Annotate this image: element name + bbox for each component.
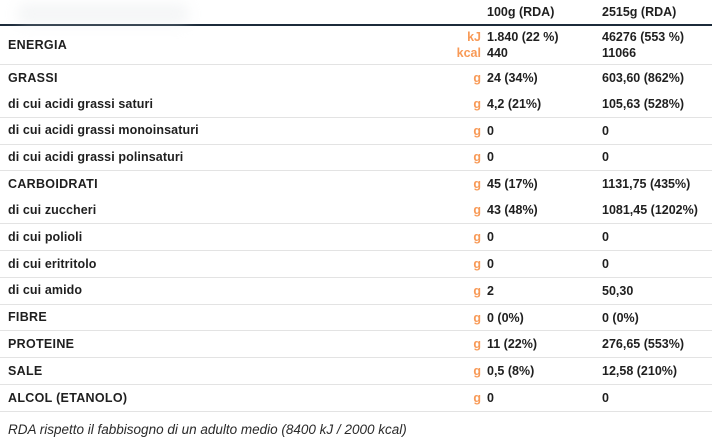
row-unit: kJ kcal [456, 30, 481, 60]
table-row: di cui acidi grassi saturi g 4,2 (21%) 1… [0, 91, 712, 118]
row-label: di cui acidi grassi polinsaturi [8, 150, 184, 165]
row-value-100g: 1.840 (22 %) 440 [487, 30, 559, 60]
row-label: ALCOL (ETANOLO) [8, 390, 128, 405]
table-row: ALCOL (ETANOLO) g 0 0 [0, 385, 712, 412]
table-row: ENERGIA kJ kcal 1.840 (22 %) 440 46276 (55… [0, 26, 712, 65]
row-value-100g: 24 (34%) [487, 70, 538, 85]
row-value-2515g: 0 [602, 229, 609, 244]
row-label: di cui zuccheri [8, 202, 97, 217]
table-row: di cui polioli g 0 0 [0, 224, 712, 251]
table-row: GRASSI g 24 (34%) 603,60 (862%) [0, 65, 712, 91]
table-row: di cui eritritolo g 0 0 [0, 251, 712, 278]
row-unit: g [473, 310, 481, 325]
row-value-100g: 0 [487, 229, 494, 244]
row-unit: g [473, 70, 481, 85]
row-unit: g [473, 283, 481, 298]
row-label: SALE [8, 364, 43, 379]
row-value-100g: 2 [487, 283, 494, 298]
table-row: di cui amido g 2 50,30 [0, 278, 712, 305]
row-label: di cui acidi grassi saturi [8, 96, 154, 111]
row-unit: g [473, 364, 481, 379]
row-value-2515g: 0 [602, 123, 609, 138]
row-value-100g: 0 [487, 123, 494, 138]
table-row: di cui acidi grassi polinsaturi g 0 0 [0, 145, 712, 172]
row-unit: g [473, 96, 481, 111]
row-value-2515g: 12,58 (210%) [602, 364, 678, 379]
row-label: di cui amido [8, 283, 83, 298]
row-value-100g: 0 [487, 391, 494, 406]
table-rows: ENERGIA kJ kcal 1.840 (22 %) 440 46276 (55… [0, 26, 712, 412]
row-label: PROTEINE [8, 337, 75, 352]
row-value-2515g: 0 [602, 391, 609, 406]
row-value-2515g: 105,63 (528%) [602, 96, 685, 111]
row-label: di cui acidi grassi monoinsaturi [8, 123, 199, 138]
row-value-100g: 0 (0%) [487, 310, 524, 325]
row-label: GRASSI [8, 70, 58, 85]
row-value-2515g: 603,60 (862%) [602, 70, 685, 85]
row-unit: g [473, 391, 481, 406]
row-value-2515g: 50,30 [602, 283, 634, 298]
row-value-100g: 0 [487, 150, 494, 165]
row-label: di cui eritritolo [8, 256, 97, 271]
table-header-row: 100g (RDA) 2515g (RDA) [0, 0, 712, 26]
row-value-100g: 43 (48%) [487, 203, 538, 218]
row-unit: g [473, 150, 481, 165]
row-label: ENERGIA [8, 37, 68, 52]
row-label: di cui polioli [8, 229, 83, 244]
row-unit: g [473, 123, 481, 138]
row-value-100g: 0,5 (8%) [487, 364, 535, 379]
row-value-100g: 4,2 (21%) [487, 96, 542, 111]
row-value-2515g: 0 [602, 256, 609, 271]
row-value-2515g: 276,65 (553%) [602, 337, 685, 352]
table-row: FIBRE g 0 (0%) 0 (0%) [0, 305, 712, 332]
table-row: PROTEINE g 11 (22%) 276,65 (553%) [0, 331, 712, 359]
row-unit: g [473, 337, 481, 352]
row-label: FIBRE [8, 310, 47, 325]
row-value-100g: 45 (17%) [487, 177, 538, 192]
row-value-2515g: 46276 (553 %) 11066 [602, 30, 685, 60]
table-row: SALE g 0,5 (8%) 12,58 (210%) [0, 358, 712, 386]
table-row: CARBOIDRATI g 45 (17%) 1131,75 (435%) [0, 171, 712, 197]
row-value-2515g: 0 (0%) [602, 310, 639, 325]
row-unit: g [473, 256, 481, 271]
column-header-2515g: 2515g (RDA) [602, 5, 677, 19]
column-header-100g: 100g (RDA) [487, 5, 555, 19]
row-value-2515g: 1131,75 (435%) [602, 177, 691, 192]
table-row: di cui acidi grassi monoinsaturi g 0 0 [0, 118, 712, 145]
row-value-100g: 0 [487, 256, 494, 271]
rda-footnote: RDA rispetto il fabbisogno di un adulto … [8, 421, 407, 437]
row-unit: g [473, 229, 481, 244]
row-label: CARBOIDRATI [8, 177, 98, 192]
row-value-100g: 11 (22%) [487, 337, 538, 352]
row-unit: g [473, 203, 481, 218]
row-value-2515g: 1081,45 (1202%) [602, 203, 698, 218]
row-unit: g [473, 177, 481, 192]
table-row: di cui zuccheri g 43 (48%) 1081,45 (1202… [0, 197, 712, 225]
row-value-2515g: 0 [602, 150, 609, 165]
